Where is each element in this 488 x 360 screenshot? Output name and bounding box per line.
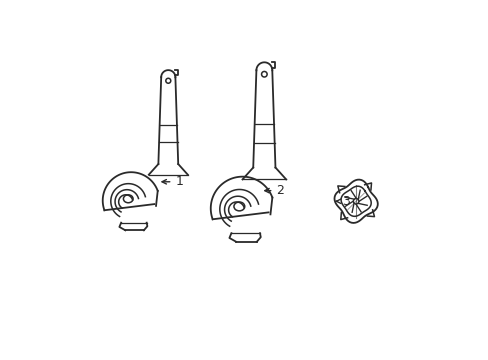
Text: 1: 1 <box>162 175 183 188</box>
Text: 3: 3 <box>335 195 349 208</box>
Text: 2: 2 <box>264 184 284 197</box>
